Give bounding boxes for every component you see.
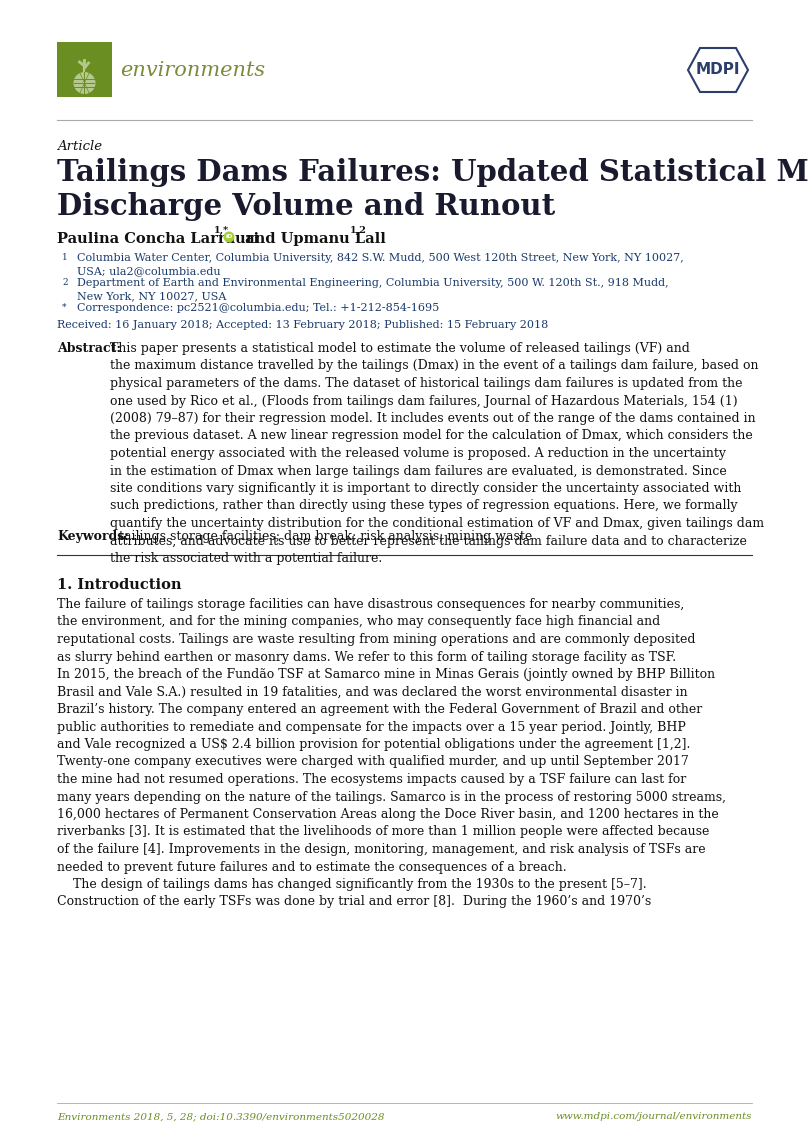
Text: Received: 16 January 2018; Accepted: 13 February 2018; Published: 15 February 20: Received: 16 January 2018; Accepted: 13 … bbox=[57, 319, 549, 330]
Text: This paper presents a statistical model to estimate the volume of released taili: This paper presents a statistical model … bbox=[110, 342, 765, 565]
Text: Keywords:: Keywords: bbox=[57, 531, 129, 543]
Text: Article: Article bbox=[57, 140, 102, 153]
Text: Environments 2018, 5, 28; doi:10.3390/environments5020028: Environments 2018, 5, 28; doi:10.3390/en… bbox=[57, 1112, 384, 1120]
Text: 1,2: 1,2 bbox=[350, 226, 366, 235]
Text: 1,*: 1,* bbox=[214, 226, 229, 235]
Circle shape bbox=[223, 232, 235, 243]
Text: 1: 1 bbox=[62, 253, 68, 262]
Text: Discharge Volume and Runout: Discharge Volume and Runout bbox=[57, 192, 555, 221]
Text: and Upmanu Lall: and Upmanu Lall bbox=[240, 232, 386, 246]
Text: Abstract:: Abstract: bbox=[57, 342, 121, 355]
Text: Columbia Water Center, Columbia University, 842 S.W. Mudd, 500 West 120th Street: Columbia Water Center, Columbia Universi… bbox=[77, 253, 684, 276]
Text: Tailings Dams Failures: Updated Statistical Model for: Tailings Dams Failures: Updated Statisti… bbox=[57, 157, 809, 187]
Text: iD: iD bbox=[226, 235, 233, 240]
Text: The failure of tailings storage facilities can have disastrous consequences for : The failure of tailings storage faciliti… bbox=[57, 598, 726, 908]
Text: MDPI: MDPI bbox=[696, 63, 740, 78]
Text: Department of Earth and Environmental Engineering, Columbia University, 500 W. 1: Department of Earth and Environmental En… bbox=[77, 278, 668, 301]
Text: 2: 2 bbox=[62, 278, 68, 288]
Circle shape bbox=[74, 72, 95, 94]
Text: environments: environments bbox=[120, 60, 265, 80]
Text: www.mdpi.com/journal/environments: www.mdpi.com/journal/environments bbox=[556, 1112, 752, 1120]
Text: Paulina Concha Larrauri: Paulina Concha Larrauri bbox=[57, 232, 259, 246]
Text: Correspondence: pc2521@columbia.edu; Tel.: +1-212-854-1695: Correspondence: pc2521@columbia.edu; Tel… bbox=[77, 304, 439, 313]
FancyBboxPatch shape bbox=[57, 42, 112, 97]
Text: *: * bbox=[62, 304, 66, 311]
Text: 1. Introduction: 1. Introduction bbox=[57, 578, 181, 592]
Text: tailings storage facilities; dam break; risk analysis; mining waste: tailings storage facilities; dam break; … bbox=[119, 531, 532, 543]
